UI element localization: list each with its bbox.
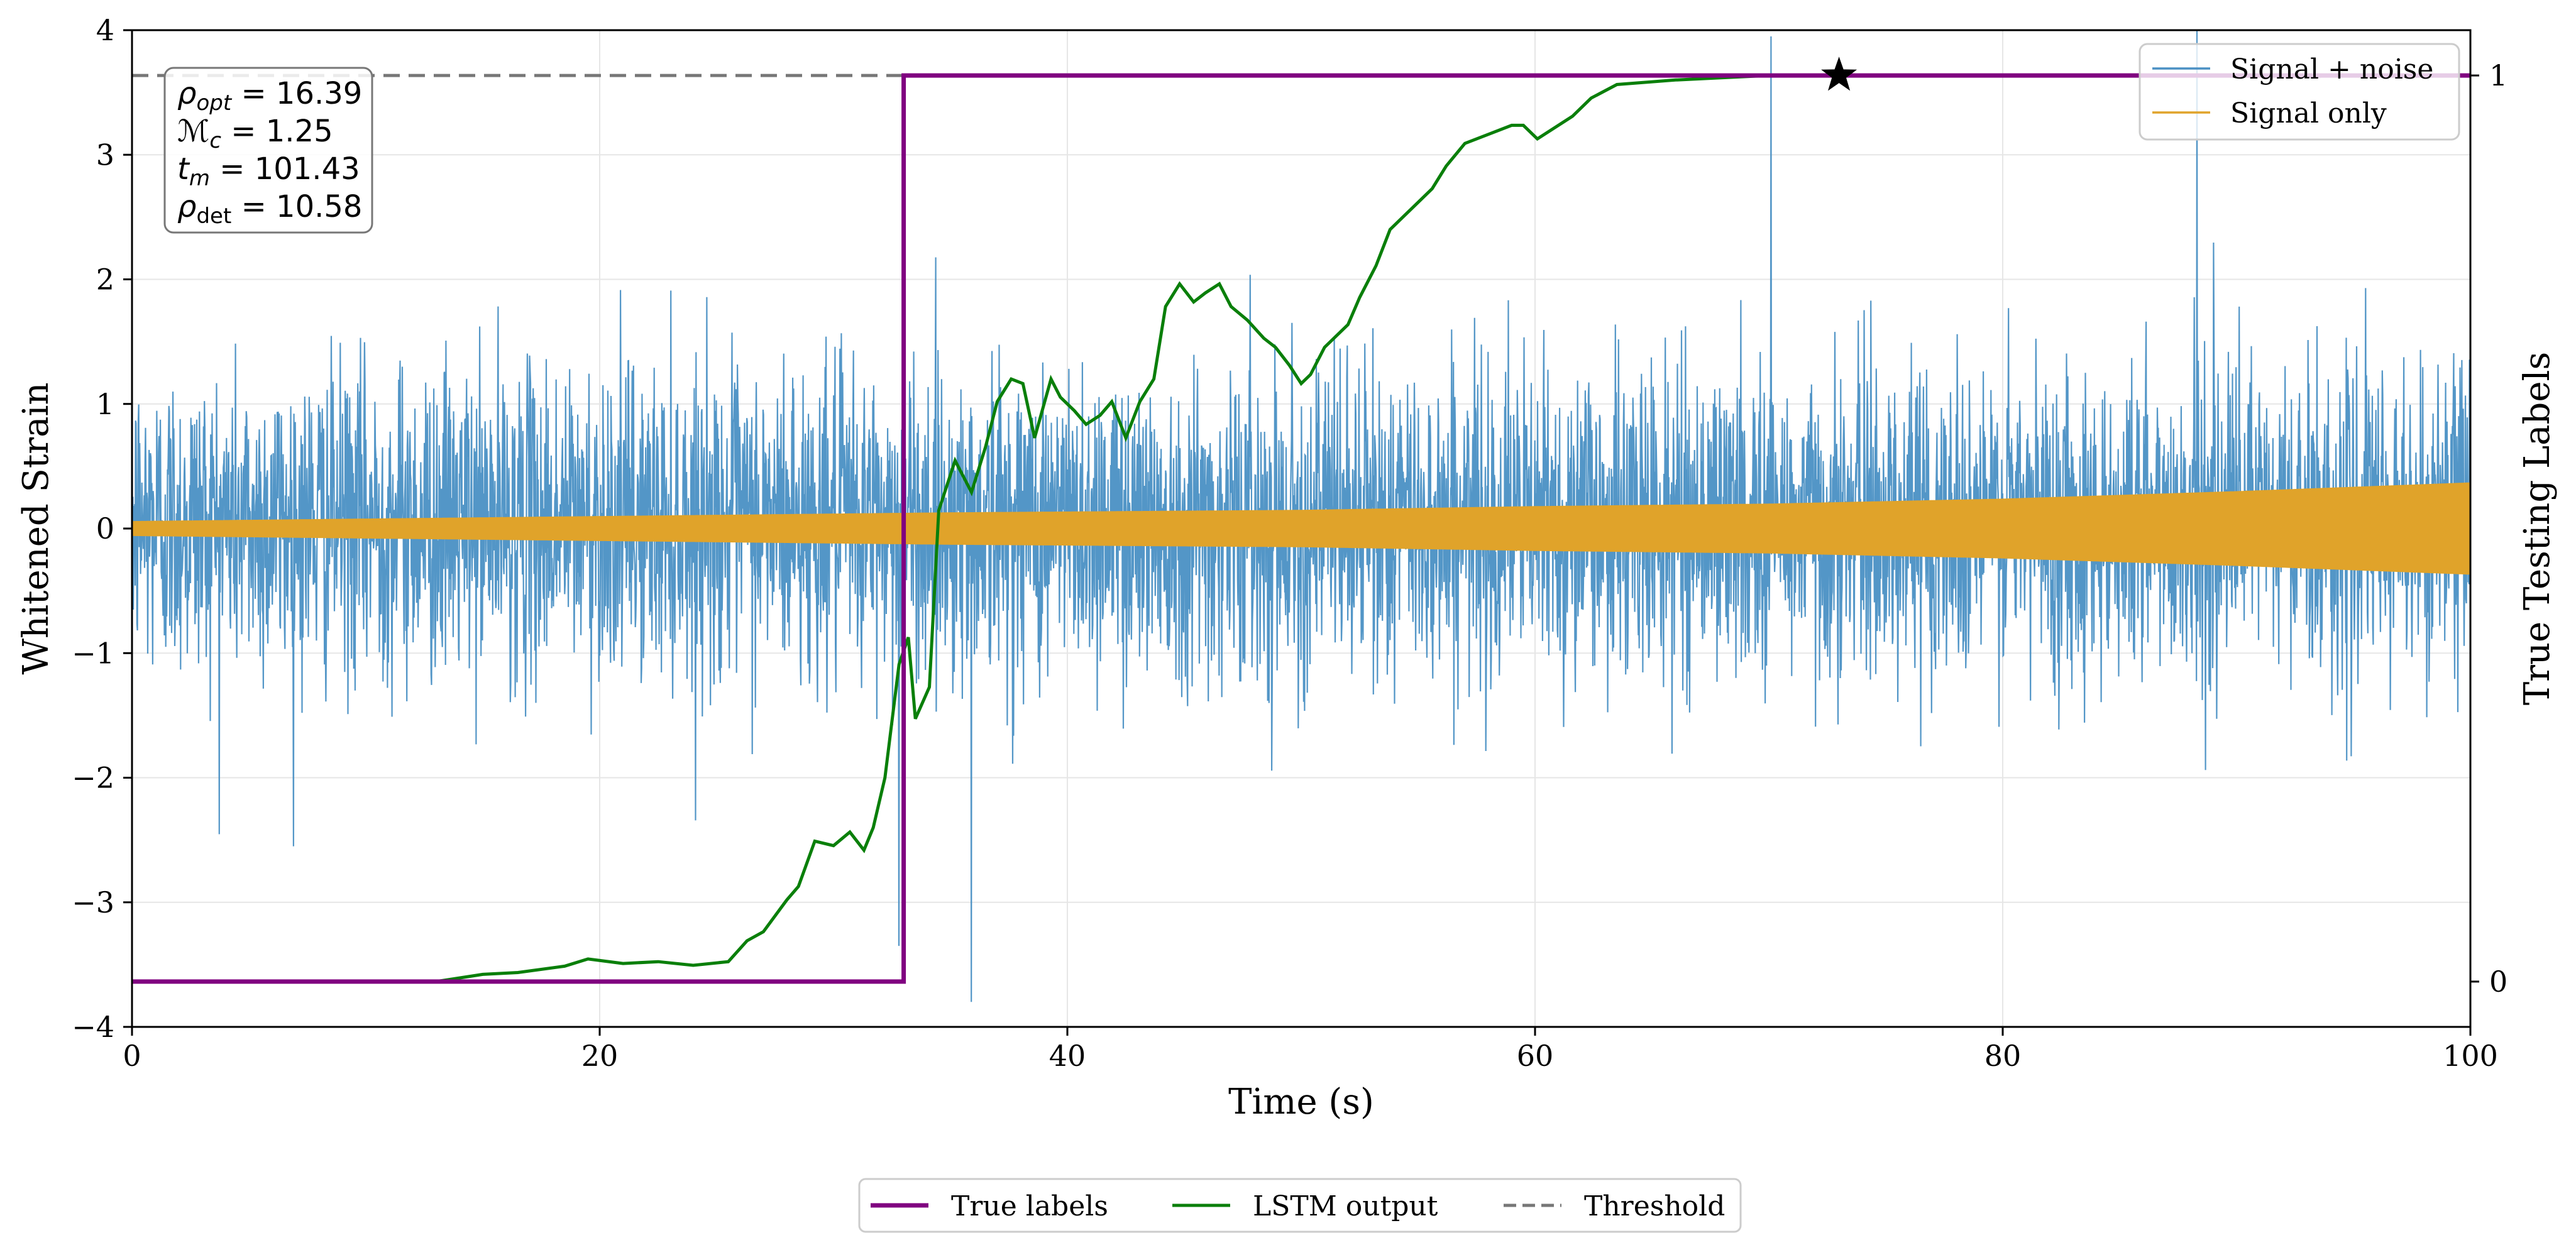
legend-label: Threshold	[1584, 1190, 1725, 1222]
y-tick-label: 2	[96, 263, 114, 297]
legend-upper-frame	[2138, 43, 2460, 141]
legend-label: LSTM output	[1253, 1190, 1438, 1222]
y-tick-label: −3	[72, 885, 114, 919]
y2-tick-label: 1	[2489, 58, 2507, 92]
annotation-symbol: ρ	[177, 189, 196, 224]
annotation-equals: =	[231, 76, 276, 111]
annotation-value: 10.58	[276, 189, 362, 224]
annotation-equals: =	[221, 114, 266, 149]
detection-star-marker	[1821, 57, 1858, 91]
legend-upper: Signal + noise Signal only	[2138, 43, 2460, 141]
y-tick-label: 1	[96, 387, 114, 421]
y-tick-label: 0	[96, 512, 114, 546]
x-tick-label: 80	[1984, 1039, 2022, 1073]
legend-label: True labels	[951, 1190, 1108, 1222]
annotation-line: ρdet = 10.58	[177, 189, 362, 229]
signal-only-layer	[132, 482, 2470, 575]
label-layer	[132, 73, 2470, 984]
x-tick-label: 40	[1049, 1039, 1086, 1073]
annotation-subscript: c	[209, 128, 221, 153]
legend-label: Signal only	[2230, 97, 2387, 129]
annotation-subscript: opt	[196, 90, 232, 116]
y2-axis: 01	[2470, 58, 2507, 999]
annotation-line: tm = 101.43	[177, 151, 360, 191]
annotation-equals: =	[210, 151, 255, 187]
y-axis: −4 −3 −2 −1 0 1 2 3 4	[72, 13, 132, 1044]
annotation-subscript: det	[196, 204, 231, 229]
y-tick-label: −2	[72, 761, 114, 795]
y-tick-label: −4	[72, 1010, 114, 1044]
legend-label: Signal + noise	[2230, 53, 2433, 85]
annotation-line: ℳc = 1.25	[177, 114, 333, 153]
annotation-symbol: ρ	[177, 76, 196, 111]
annotation-symbol: ℳ	[177, 114, 209, 149]
y-tick-label: 4	[96, 13, 114, 47]
true-labels-line	[132, 73, 2470, 984]
annotation-symbol: t	[177, 151, 190, 187]
annotation-subscript: m	[189, 166, 210, 191]
annotation-equals: =	[231, 189, 276, 224]
annotation-line: ρopt = 16.39	[177, 76, 362, 116]
x-tick-label: 100	[2443, 1039, 2498, 1073]
plot-area	[132, 30, 2470, 1002]
x-tick-label: 20	[581, 1039, 619, 1073]
lstm-output-line	[132, 74, 2470, 984]
annotation-value: 16.39	[276, 76, 362, 111]
annotation-value: 1.25	[266, 114, 333, 149]
y-tick-label: −1	[72, 636, 114, 670]
x-tick-label: 60	[1517, 1039, 1554, 1073]
annotation-value: 101.43	[255, 151, 360, 187]
legend-lower-frame	[858, 1178, 1742, 1233]
x-tick-label: 0	[123, 1039, 141, 1073]
y-axis-label: Whitened Strain	[16, 382, 57, 674]
legend-lower: True labels LSTM output Threshold	[858, 1178, 1742, 1233]
annotation-frame	[163, 67, 373, 234]
x-axis: 0 20 40 60 80 100	[123, 1027, 2498, 1073]
y2-axis-label: True Testing Labels	[2517, 352, 2558, 705]
x-axis-label: Time (s)	[1228, 1082, 1374, 1122]
y-tick-label: 3	[96, 138, 114, 172]
y2-tick-label: 0	[2489, 965, 2507, 999]
signal-only-line	[132, 482, 2470, 575]
